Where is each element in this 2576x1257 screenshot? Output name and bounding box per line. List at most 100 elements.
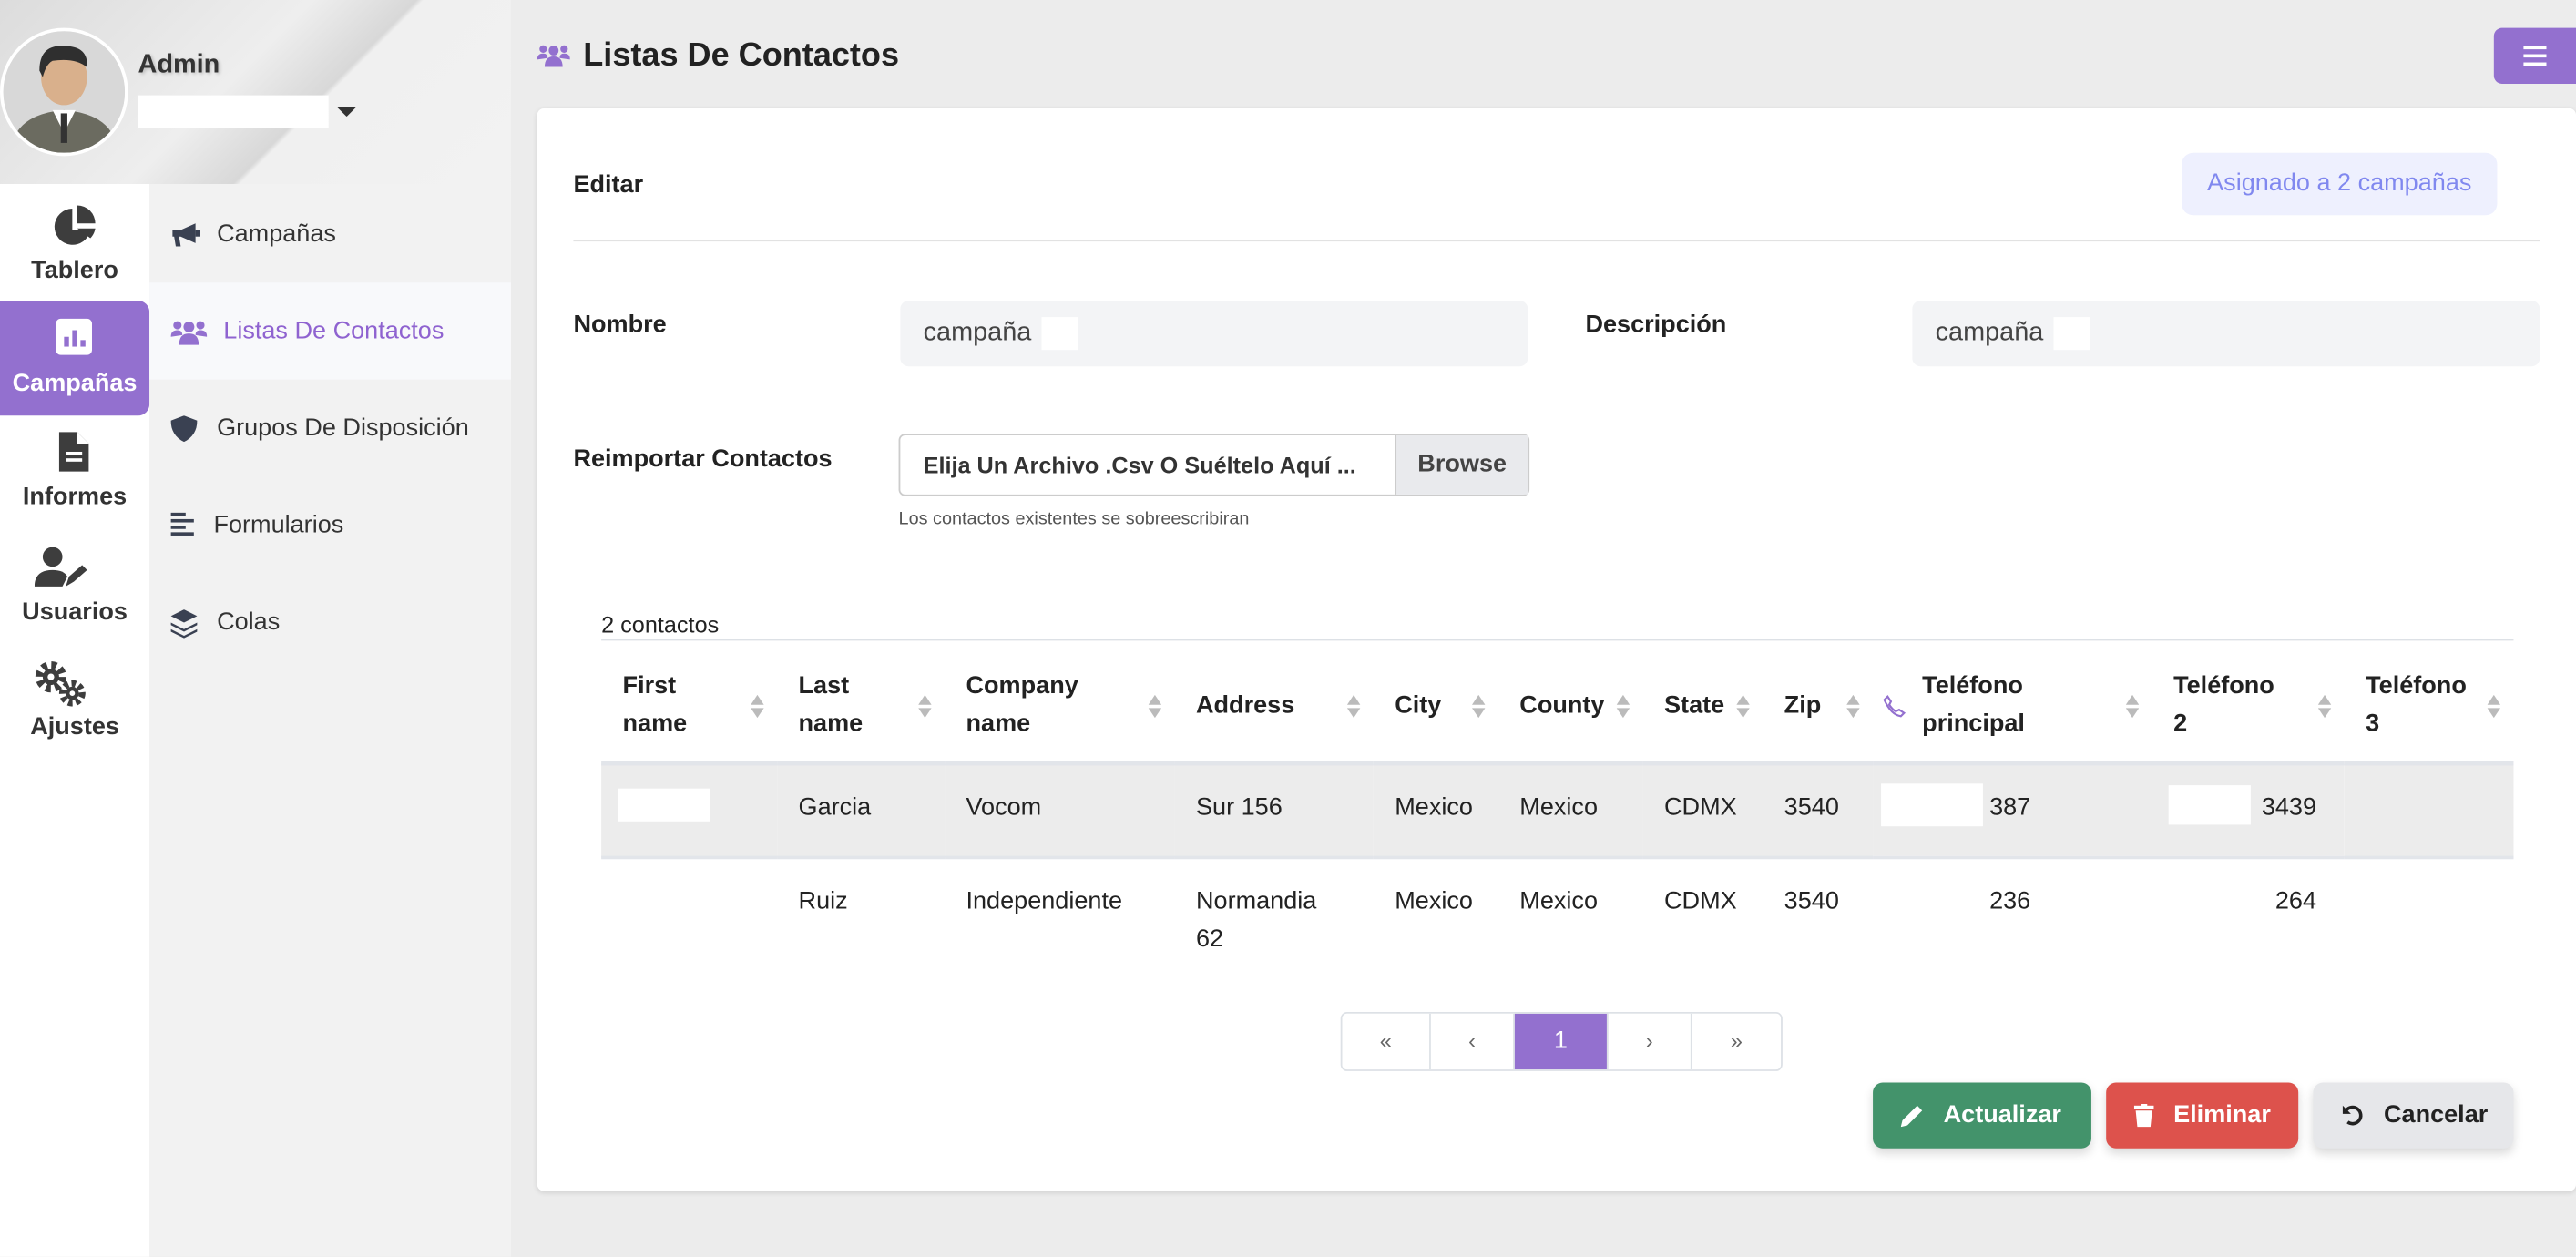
table-cell: Mexico <box>1498 857 1643 980</box>
sort-icon[interactable] <box>1346 694 1361 719</box>
column-header-label: Teléfono 2 <box>2173 671 2274 738</box>
sort-icon[interactable] <box>1846 694 1860 719</box>
page-first-button[interactable]: « <box>1342 1013 1431 1070</box>
table-row[interactable]: Garcia Vocom Sur 156 Mexico Mexico CDMX 3540 38… <box>601 762 2514 860</box>
contact-count: 2 contactos <box>601 610 720 638</box>
column-header-label: First name <box>622 671 688 738</box>
update-label: Actualizar <box>1943 1100 2061 1129</box>
cell-value: CDMX <box>1664 886 1737 915</box>
sort-icon[interactable] <box>1616 694 1630 719</box>
shield-icon <box>170 415 198 443</box>
table-cell: 236 <box>1873 857 2152 980</box>
rail-item-campanas[interactable]: Campañas <box>0 301 150 416</box>
caret-down-icon[interactable] <box>336 107 357 118</box>
column-header[interactable]: Last name <box>777 649 946 766</box>
column-header[interactable]: County <box>1498 649 1643 766</box>
edit-card: Editar Asignado a 2 campañas Nombre camp… <box>537 108 2576 1191</box>
delete-label: Eliminar <box>2173 1100 2271 1129</box>
pencil-icon <box>1900 1105 1923 1128</box>
submenu-item-grupos-de-disposicion[interactable]: Grupos De Disposición <box>149 380 511 476</box>
table-cell: Mexico <box>1374 857 1498 980</box>
update-button[interactable]: Actualizar <box>1873 1082 2091 1149</box>
redacted <box>1041 317 1078 351</box>
sort-icon[interactable] <box>2487 694 2501 719</box>
cell-value: Mexico <box>1519 793 1598 822</box>
table-cell: CDMX <box>1643 857 1763 980</box>
nombre-input[interactable]: campaña <box>900 301 1528 367</box>
column-header[interactable]: Address <box>1174 649 1374 766</box>
table-cell: 3540 <box>1763 857 1873 980</box>
table-header-row: First name Last name Company name Address Ci… <box>601 649 2514 766</box>
page-1-button[interactable]: 1 <box>1514 1013 1609 1070</box>
table-cell: Ruiz <box>777 857 945 980</box>
redacted-user-role <box>138 95 329 128</box>
avatar[interactable] <box>0 27 128 157</box>
cogs-icon <box>35 660 86 707</box>
column-header[interactable]: Teléfono 3 <box>2344 649 2514 766</box>
sort-icon[interactable] <box>2317 694 2332 719</box>
table-cell: Mexico <box>1373 762 1498 860</box>
sort-icon[interactable] <box>2125 694 2140 719</box>
layers-icon <box>170 609 198 639</box>
sort-icon[interactable] <box>1471 694 1486 719</box>
column-header[interactable]: Company name <box>945 649 1175 766</box>
cell-value: 387 <box>1989 793 2031 822</box>
submenu-item-campanas[interactable]: Campañas <box>149 186 511 282</box>
assigned-campaigns-badge[interactable]: Asignado a 2 campañas <box>2182 152 2498 216</box>
column-header[interactable]: City <box>1373 649 1498 766</box>
submenu-item-label: Colas <box>217 608 281 636</box>
submenu-item-formularios[interactable]: Formularios <box>149 476 511 573</box>
redacted <box>618 788 710 822</box>
column-header[interactable]: First name <box>601 649 778 766</box>
descripcion-label: Descripción <box>1585 310 1727 339</box>
nombre-label: Nombre <box>573 310 667 339</box>
sort-icon[interactable] <box>918 694 932 719</box>
rail-item-tablero[interactable]: Tablero <box>0 188 149 302</box>
table-cell: Garcia <box>777 762 946 860</box>
users-icon <box>170 321 208 345</box>
submenu-item-listas-de-contactos[interactable]: Listas De Contactos <box>149 282 511 380</box>
submenu-item-colas[interactable]: Colas <box>149 573 511 669</box>
menu-toggle-button[interactable] <box>2493 27 2576 84</box>
page-prev-button[interactable]: ‹ <box>1430 1013 1515 1070</box>
trash-icon <box>2133 1103 2154 1128</box>
divider <box>573 240 2540 242</box>
table-cell <box>601 762 778 860</box>
rail-item-informes[interactable]: Informes <box>0 414 149 528</box>
table-row[interactable]: Ruiz Independiente Normandia 62 Mexico Mexic… <box>601 857 2513 980</box>
rail-item-label: Ajustes <box>30 712 119 741</box>
cell-value: 236 <box>1989 886 2031 915</box>
contacts-table: First name Last name Company name Address Ci… <box>601 649 2514 980</box>
table-cell <box>2345 857 2514 980</box>
column-header[interactable]: Teléfono principal <box>1873 649 2152 766</box>
redacted <box>1881 783 1983 827</box>
descripcion-input[interactable]: campaña <box>1912 301 2540 367</box>
column-header-label: Last name <box>798 671 864 738</box>
column-header-label: County <box>1519 690 1605 720</box>
pie-chart-icon <box>54 205 96 245</box>
delete-button[interactable]: Eliminar <box>2106 1082 2299 1149</box>
file-icon <box>58 432 89 472</box>
cell-value: 264 <box>2274 886 2317 915</box>
sort-icon[interactable] <box>1736 694 1750 719</box>
rail-item-ajustes[interactable]: Ajustes <box>0 644 149 759</box>
user-name: Admin <box>138 50 220 79</box>
table-cell: Mexico <box>1498 762 1643 860</box>
page-next-button[interactable]: › <box>1608 1013 1692 1070</box>
sort-icon[interactable] <box>1148 694 1162 719</box>
rail-item-label: Tablero <box>31 256 118 285</box>
hamburger-icon <box>2523 46 2547 66</box>
chart-bar-icon <box>56 318 92 355</box>
column-header[interactable]: Zip <box>1763 649 1874 766</box>
cell-value: Mexico <box>1519 886 1598 915</box>
cancel-button[interactable]: Cancelar <box>2313 1082 2514 1149</box>
rail-item-usuarios[interactable]: Usuarios <box>0 529 149 644</box>
column-header[interactable]: State <box>1642 649 1763 766</box>
sort-icon[interactable] <box>751 694 764 719</box>
column-header[interactable]: Teléfono 2 <box>2152 649 2345 766</box>
csv-file-input[interactable]: Elija Un Archivo .Csv O Suéltelo Aquí ..… <box>898 434 1530 496</box>
browse-button[interactable]: Browse <box>1395 434 1528 495</box>
page-last-button[interactable]: » <box>1692 1013 1782 1070</box>
submenu: Campañas Listas De Contactos Grupos De D… <box>149 183 511 1257</box>
